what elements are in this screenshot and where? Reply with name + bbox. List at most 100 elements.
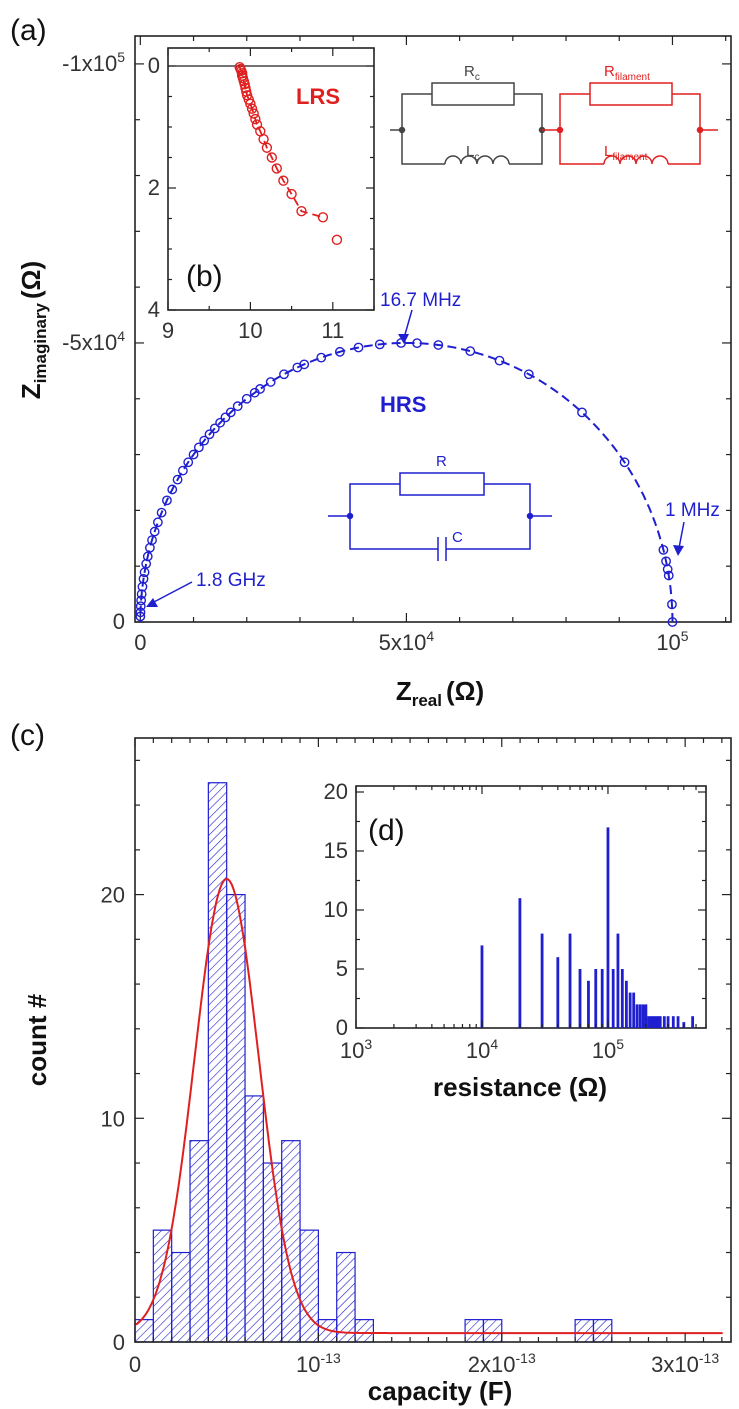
panel-b: 9 10 11 0 2 4 LRS (b) xyxy=(148,47,375,343)
lrs-data-points xyxy=(234,62,343,246)
resistor-icon xyxy=(589,82,673,106)
resistance-bar xyxy=(666,1016,670,1028)
lrs-label: LRS xyxy=(296,84,340,109)
lfilament-label: Lfilament xyxy=(604,143,648,163)
x-tick-label: 10 xyxy=(238,318,262,343)
hrs-point xyxy=(619,457,630,468)
histogram-bar xyxy=(262,1162,283,1343)
hrs-point xyxy=(661,556,671,567)
panel-a-ylabel: Zimaginary(Ω) xyxy=(16,261,50,399)
resistance-histogram-bars xyxy=(480,827,695,1028)
resistance-bar xyxy=(540,933,544,1028)
hrs-point xyxy=(433,340,444,350)
resistance-bar xyxy=(616,933,620,1028)
resistance-bar xyxy=(654,1016,658,1028)
hrs-point xyxy=(292,362,303,373)
hrs-point xyxy=(316,352,327,363)
lrs-point xyxy=(296,205,307,217)
y-tick-label: -1x105 xyxy=(62,49,125,76)
hrs-point xyxy=(137,581,148,592)
resistance-bar xyxy=(641,1004,645,1028)
annotation-1-8ghz: 1.8 GHz xyxy=(196,570,266,591)
lrs-point xyxy=(250,113,261,125)
lrs-point xyxy=(286,188,297,200)
hrs-point xyxy=(172,474,183,485)
hrs-point xyxy=(144,542,155,553)
hrs-point xyxy=(220,412,231,423)
hrs-point xyxy=(523,369,534,380)
lrs-point xyxy=(266,152,278,163)
annotation-1mhz-arrow xyxy=(678,521,685,549)
hrs-point xyxy=(149,526,160,537)
y-tick-label: 15 xyxy=(324,838,348,863)
panel-d-tick-labels: 103 104 105 0 5 10 15 20 xyxy=(324,779,625,1063)
arrow-head-icon xyxy=(398,334,409,344)
annotation-16-7mhz: 16.7 MHz xyxy=(380,290,461,311)
x-tick-label: 103 xyxy=(340,1036,372,1063)
resistance-bar xyxy=(671,1016,675,1028)
hrs-point xyxy=(225,407,236,418)
resistance-bar xyxy=(649,1016,653,1028)
hrs-point xyxy=(663,570,674,581)
hrs-point xyxy=(577,407,587,418)
lrs-point xyxy=(331,234,343,246)
x-tick-label: 104 xyxy=(466,1036,498,1063)
y-tick-label: 0 xyxy=(113,1330,125,1355)
hrs-point xyxy=(279,369,289,380)
hrs-point xyxy=(265,377,276,387)
y-tick-label: 0 xyxy=(148,53,160,78)
hrs-point xyxy=(152,517,163,528)
resistance-bar xyxy=(556,957,560,1028)
resistance-bar xyxy=(624,980,628,1028)
hrs-point xyxy=(142,551,153,562)
histogram-bar xyxy=(482,1319,503,1343)
hrs-point xyxy=(183,457,194,468)
resistance-bar xyxy=(691,1016,695,1028)
panel-b-ticks xyxy=(167,48,375,311)
resistor-icon xyxy=(399,472,485,496)
hrs-point xyxy=(374,339,385,350)
histogram-bar xyxy=(574,1319,595,1343)
panel-a-xlabel: Zreal (Ω) xyxy=(396,676,484,710)
x-tick-label: 5x104 xyxy=(379,628,435,655)
histogram-bar xyxy=(171,1251,191,1343)
panel-a-frame xyxy=(134,35,732,623)
resistance-bar xyxy=(600,969,604,1028)
resistance-bar xyxy=(568,933,572,1028)
y-tick-label: 2 xyxy=(148,175,160,200)
y-tick-label: 20 xyxy=(101,883,125,908)
hrs-point xyxy=(241,393,252,404)
hrs-point xyxy=(249,387,260,398)
lrs-circuit xyxy=(390,82,718,165)
hrs-point xyxy=(494,355,505,366)
hrs-point xyxy=(334,346,345,357)
resistance-bar xyxy=(620,969,624,1028)
resistance-bar xyxy=(662,1016,666,1028)
y-tick-label: 10 xyxy=(324,897,348,922)
capacity-histogram-bars xyxy=(134,782,613,1343)
resistance-bar xyxy=(652,1016,655,1028)
panel-b-frame xyxy=(167,47,375,311)
resistance-bar xyxy=(638,1004,642,1028)
x-tick-label: 11 xyxy=(321,318,344,343)
y-tick-label: 5 xyxy=(336,956,348,981)
panel-c-tick-labels: 0 10-13 2x10-13 3x10-13 0 10 20 xyxy=(101,883,720,1377)
hrs-point xyxy=(167,484,178,495)
resistance-bar xyxy=(632,992,636,1028)
lrs-point xyxy=(246,103,258,114)
histogram-bar xyxy=(354,1319,374,1343)
rfilament-label: Rfilament xyxy=(604,63,650,83)
hrs-point xyxy=(188,449,199,460)
resistance-bar xyxy=(578,969,582,1028)
panel-c-ticks xyxy=(134,738,731,1343)
panel-c-ylabel: count # xyxy=(22,993,52,1086)
x-tick-label: 3x10-13 xyxy=(651,1350,719,1377)
lrs-fit-curve xyxy=(238,66,324,219)
panel-c: (c) 0 10-13 2x10-13 3x10-13 0 10 20 capacity (… xyxy=(10,719,732,1406)
panel-c-label: (c) xyxy=(10,719,45,752)
panel-d-xlabel: resistance (Ω) xyxy=(433,1072,607,1102)
panel-d: 103 104 105 0 5 10 15 20 (d) resistance (Ω) xyxy=(324,779,707,1102)
y-tick-label: -5x104 xyxy=(62,328,125,355)
hrs-point xyxy=(204,429,215,440)
histogram-bar xyxy=(336,1251,356,1343)
